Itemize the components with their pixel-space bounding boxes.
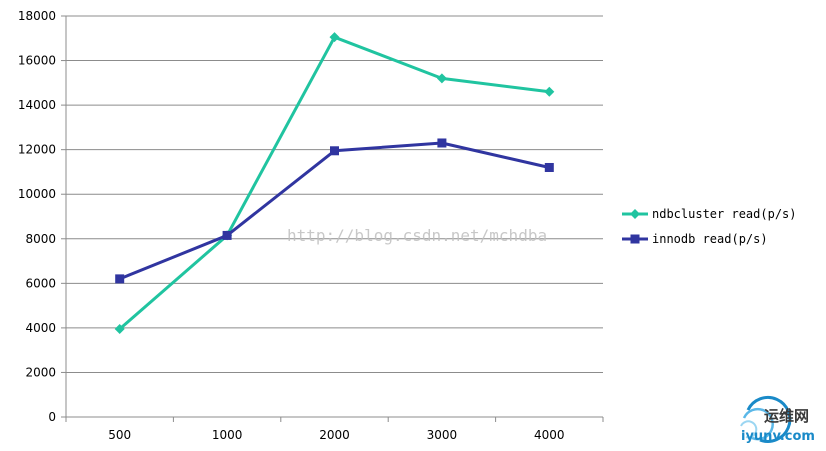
data-point-innodb: [437, 138, 447, 148]
series-ndbcluster: [114, 32, 555, 335]
data-point-ndbcluster: [544, 86, 555, 97]
data-point-innodb: [544, 162, 554, 172]
y-tick-label: 16000: [18, 54, 56, 68]
x-tick-label: 1000: [212, 428, 243, 442]
x-tick-label: 500: [108, 428, 131, 442]
y-tick-label: 10000: [18, 187, 56, 201]
y-tick-label: 4000: [25, 321, 56, 335]
y-tick-label: 14000: [18, 98, 56, 112]
data-point-innodb: [222, 230, 232, 240]
brand-name: 运维网: [764, 407, 809, 425]
data-point-ndbcluster: [436, 73, 447, 84]
legend-swatch-marker: [630, 234, 640, 244]
data-point-innodb: [330, 146, 339, 156]
legend-item-innodb: innodb read(p/s): [622, 232, 768, 246]
legend: ndbcluster read(p/s) innodb read(p/s): [622, 207, 797, 246]
y-tick-label: 18000: [18, 9, 56, 23]
legend-item-ndbcluster: ndbcluster read(p/s): [622, 207, 797, 221]
legend-label: ndbcluster read(p/s): [652, 207, 797, 221]
series-layer: [114, 32, 555, 335]
y-tick-label: 0: [48, 410, 56, 424]
brand-url: iyunv.com: [741, 429, 815, 444]
x-axis-tick-labels: 500 1000 2000 3000 4000: [108, 428, 564, 442]
y-tick-label: 8000: [25, 232, 56, 246]
brand-swirl-icon: [740, 396, 792, 443]
y-tick-label: 12000: [18, 143, 56, 157]
x-tick-label: 4000: [534, 428, 565, 442]
y-axis-tick-labels: 0 2000 4000 6000 8000 10000 12000 14000 16000 180…: [18, 9, 56, 424]
gridlines: [61, 15, 603, 418]
y-tick-label: 6000: [25, 276, 56, 290]
data-point-ndbcluster: [329, 32, 340, 43]
axes: [65, 16, 604, 422]
x-tick-label: 2000: [319, 428, 350, 442]
data-point-ndbcluster: [114, 324, 125, 335]
x-tick-label: 3000: [427, 428, 458, 442]
watermark: http://blog.csdn.net/mchdba: [287, 226, 547, 245]
y-tick-label: 2000: [25, 365, 56, 379]
brand-logo: 运维网 iyunv.com: [740, 396, 815, 444]
legend-label: innodb read(p/s): [652, 232, 768, 246]
legend-swatch-marker: [630, 209, 640, 219]
data-point-innodb: [115, 274, 125, 284]
series-innodb: [115, 138, 554, 284]
series-line-innodb: [119, 141, 550, 281]
watermark-text: http://blog.csdn.net/mchdba: [287, 226, 547, 245]
series-line-ndbcluster: [118, 35, 550, 331]
